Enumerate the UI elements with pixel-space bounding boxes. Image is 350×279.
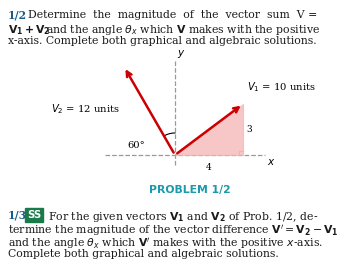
Text: 60°: 60° [127,141,145,150]
Text: 4: 4 [206,163,212,172]
Text: $y$: $y$ [177,48,186,60]
Text: and the angle $\theta_x$ which $\mathbf{V}$ makes with the positive: and the angle $\theta_x$ which $\mathbf{… [46,23,320,37]
Text: $x$: $x$ [267,157,275,167]
Text: $V_2$ = 12 units: $V_2$ = 12 units [51,102,119,116]
Text: termine the magnitude of the vector difference $\mathbf{V'} = \mathbf{V_2} - \ma: termine the magnitude of the vector diff… [8,223,338,238]
Text: 3: 3 [246,125,252,134]
Text: and the angle $\theta_x$ which $\mathbf{V'}$ makes with the positive $x$-axis.: and the angle $\theta_x$ which $\mathbf{… [8,236,323,251]
Text: PROBLEM 1/2: PROBLEM 1/2 [149,185,231,195]
Text: Complete both graphical and algebraic solutions.: Complete both graphical and algebraic so… [8,249,279,259]
Text: $V_1$ = 10 units: $V_1$ = 10 units [247,80,316,94]
Text: SS: SS [27,210,41,220]
Text: Determine  the  magnitude  of  the  vector  sum  V =: Determine the magnitude of the vector su… [28,10,317,20]
Polygon shape [175,104,243,155]
Text: 1/3: 1/3 [8,210,27,221]
Text: For the given vectors $\mathbf{V_1}$ and $\mathbf{V_2}$ of Prob. 1/2, de-: For the given vectors $\mathbf{V_1}$ and… [48,210,318,224]
Text: x-axis. Complete both graphical and algebraic solutions.: x-axis. Complete both graphical and alge… [8,36,317,46]
Text: 1/2: 1/2 [8,10,27,21]
Text: $\mathbf{V_1 + V_2}$: $\mathbf{V_1 + V_2}$ [8,23,51,37]
